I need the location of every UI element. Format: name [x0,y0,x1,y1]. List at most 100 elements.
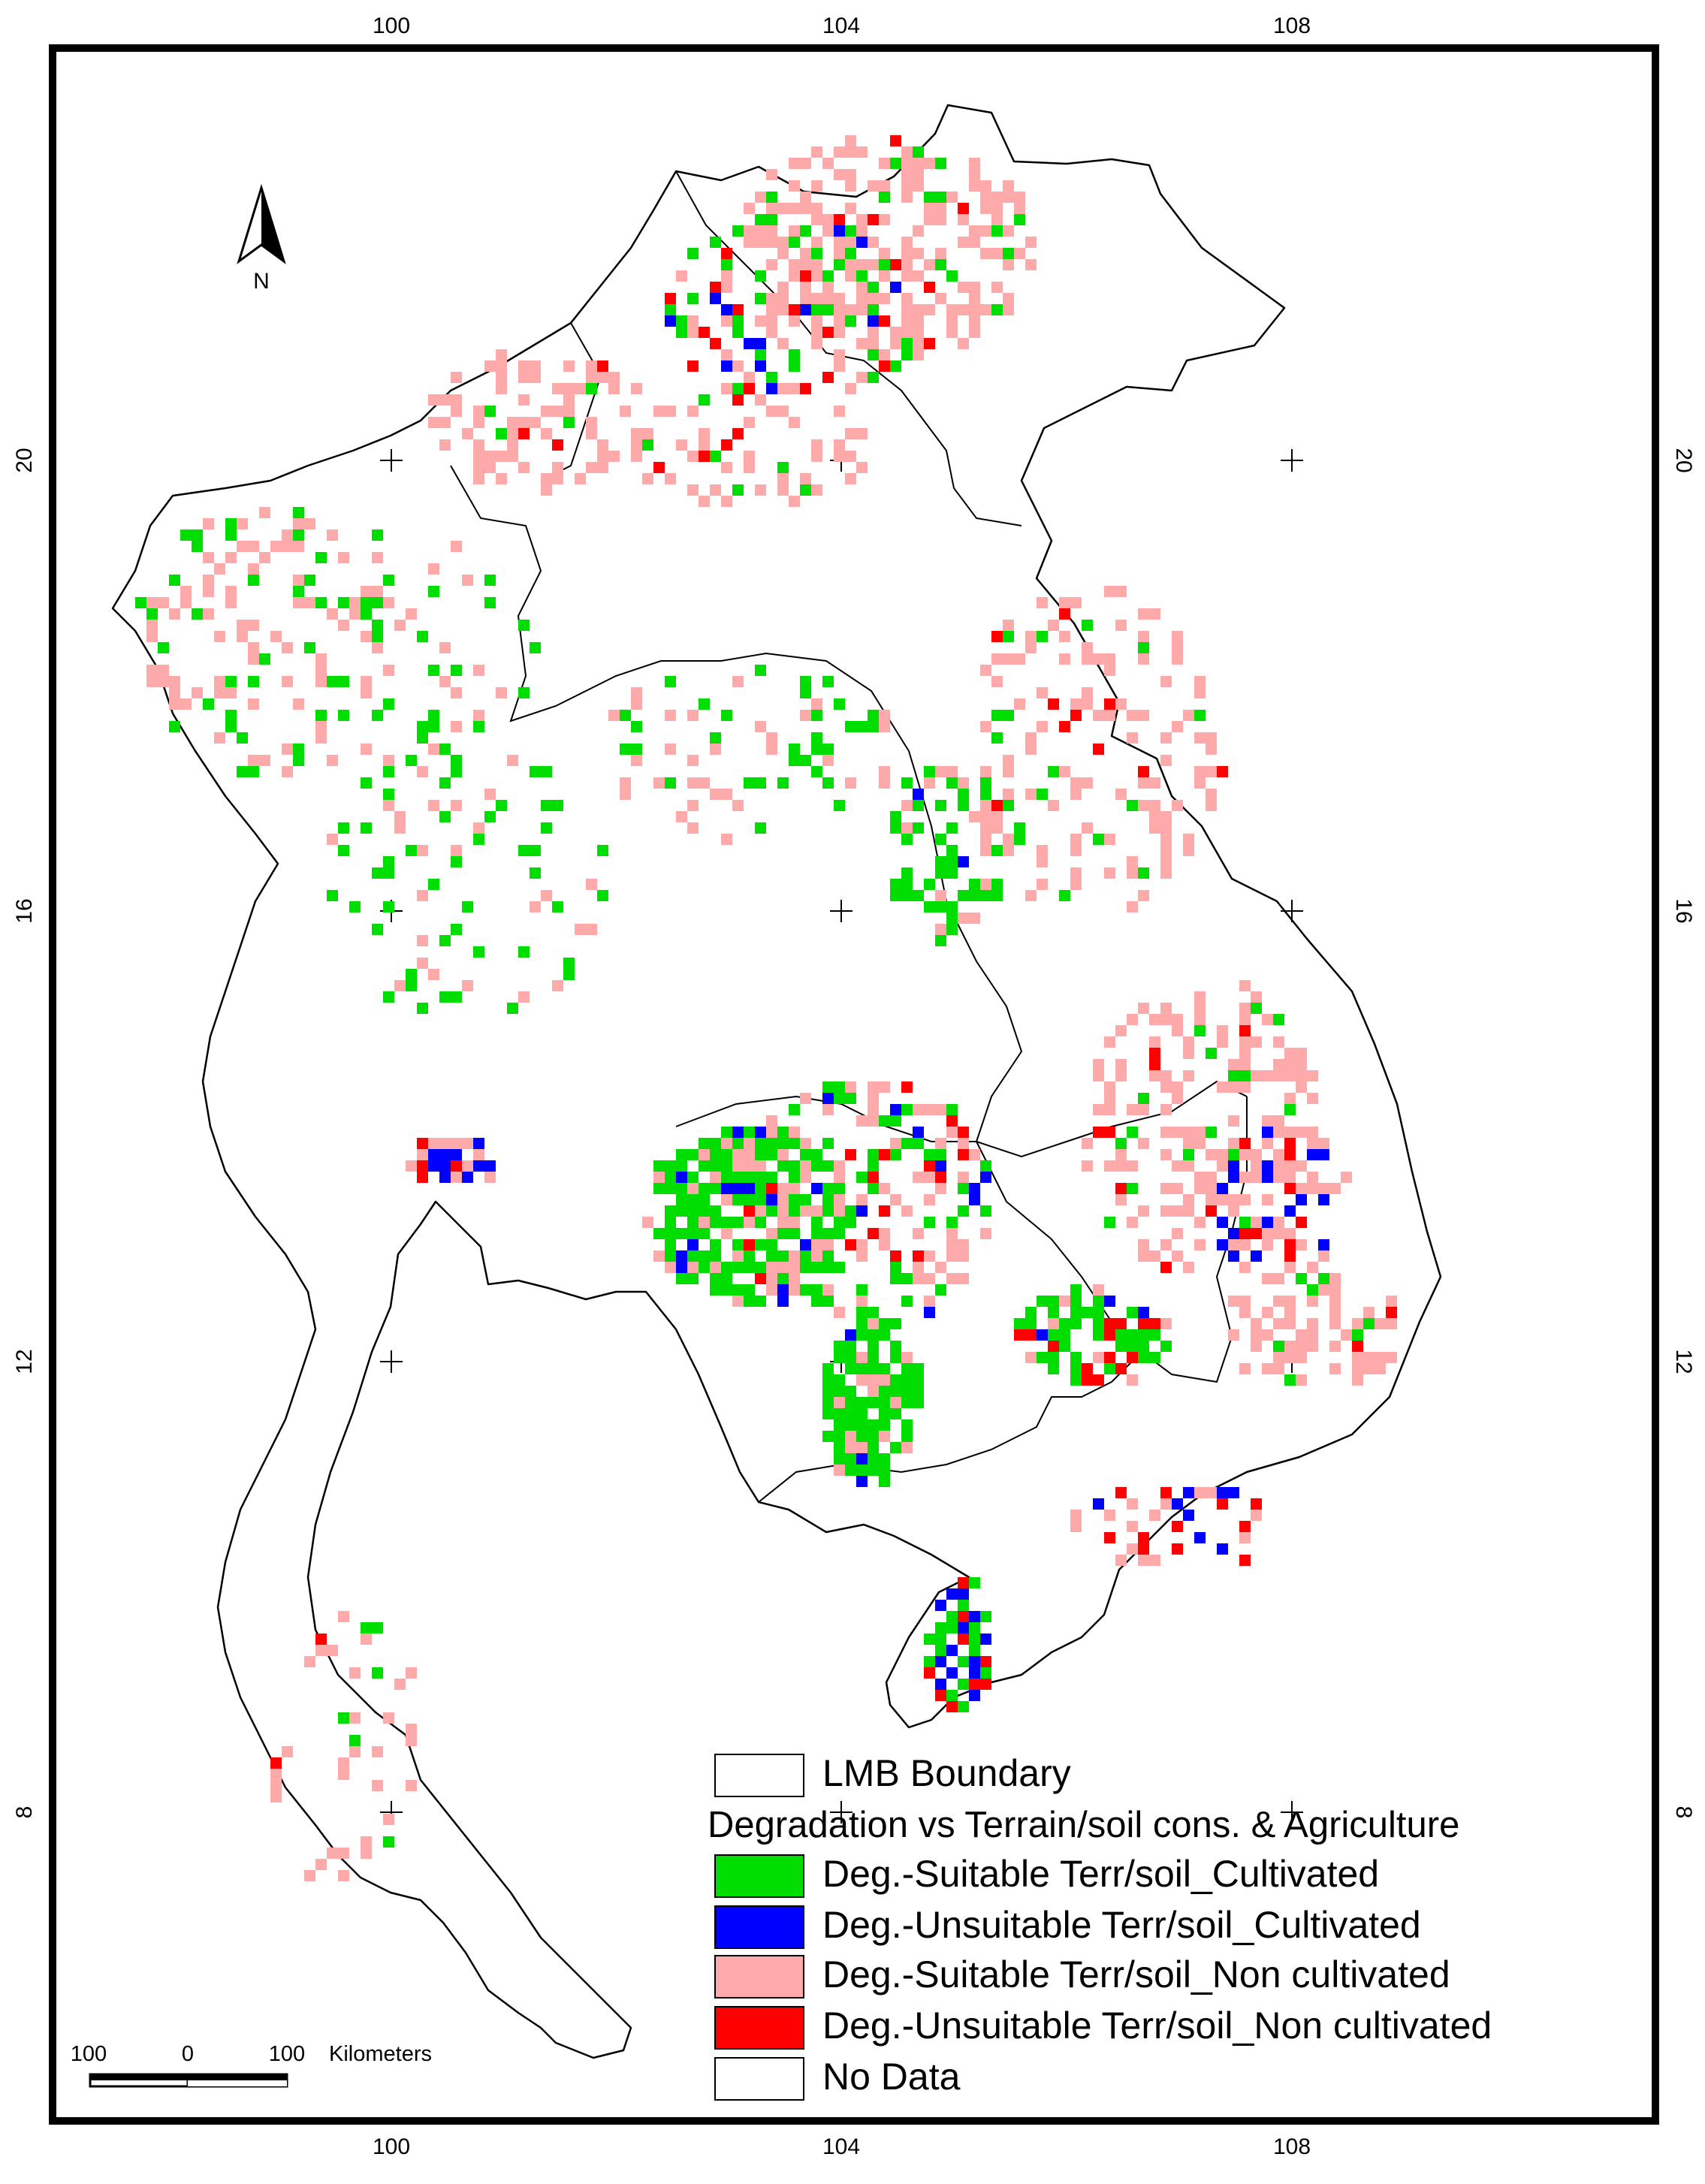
map-cell [1251,1498,1262,1510]
map-cell [1194,1172,1206,1183]
map-cell [946,1127,958,1138]
map-cell [1375,1318,1386,1329]
map-cell [856,1419,868,1431]
map-cell [1296,1183,1307,1194]
map-cell [924,203,935,214]
map-cell [1239,980,1251,991]
map-cell [1127,856,1138,867]
map-cell [811,744,822,755]
map-cell [293,586,304,597]
map-cell [913,270,924,282]
map-cell [1307,1172,1318,1183]
map-cell [1363,1352,1375,1363]
map-cell [1262,1329,1273,1341]
map-cell [665,315,676,327]
map-cell [1025,631,1037,642]
map-cell [1149,1510,1160,1521]
map-cell [1093,744,1104,755]
map-cell [1217,1194,1228,1205]
map-cell [744,1127,755,1138]
map-cell [248,642,259,653]
map-cell [1307,1138,1318,1149]
map-cell [822,1228,834,1239]
map-cell [755,1205,766,1217]
map-cell [789,1183,800,1194]
map-cell [935,1645,946,1656]
map-cell [856,1205,868,1217]
map-cell [1239,1070,1251,1081]
map-cell [1014,834,1025,845]
map-cell [541,890,552,901]
map-cell [1239,1194,1251,1205]
map-cell [338,822,349,834]
map-cell [676,1262,687,1273]
map-cell [1194,1532,1206,1543]
map-cell [1138,710,1149,721]
map-cell [856,225,868,237]
map-cell [766,1127,777,1138]
map-cell [913,789,924,800]
map-cell [1093,1318,1104,1329]
map-cell [777,406,789,417]
map-cell [856,1239,868,1250]
legend: LMB Boundary Degradation vs Terrain/soil… [708,1752,1492,2101]
map-cell [901,1386,913,1397]
map-cell [834,237,845,248]
map-cell [732,676,744,687]
map-cell [451,924,462,935]
map-cell [958,1600,969,1611]
map-cell [969,1679,980,1690]
map-cell [642,473,653,484]
map-cell [642,1217,653,1228]
map-cell [856,1318,868,1329]
map-cell [1194,1183,1206,1194]
map-cell [1104,1532,1115,1543]
map-cell [856,1284,868,1296]
legend-item-label: Deg.-Suitable Terr/soil_Non cultivated [822,1953,1450,1995]
map-cell [192,687,203,698]
map-cell [845,1149,856,1160]
map-cell [890,1273,901,1284]
map-cell [665,744,676,755]
map-cell [822,1093,834,1104]
map-cell [868,372,879,383]
map-cell [1206,732,1217,744]
map-cell [687,1273,699,1284]
map-cell [710,1284,721,1296]
map-cell [439,642,451,653]
map-cell [789,744,800,755]
map-cell [822,1183,834,1194]
map-cell [732,1149,744,1160]
map-cell [293,529,304,541]
map-cell [755,1194,766,1205]
map-cell [631,721,642,732]
map-cell [901,1081,913,1093]
map-cell [856,1442,868,1453]
map-cell [958,1127,969,1138]
map-cell [417,1138,428,1149]
map-cell [822,1363,834,1374]
map-cell [372,642,383,653]
map-cell [901,822,913,834]
map-cell [1127,1521,1138,1532]
map-cell [924,777,935,789]
map-cell [766,383,777,394]
map-cell [1138,800,1149,811]
map-cell [879,1374,890,1386]
map-cell [868,1160,879,1172]
map-cell [879,777,890,789]
map-cell [890,1194,901,1205]
map-cell [755,1273,766,1284]
map-cell [473,406,484,417]
map-cell [879,1228,890,1239]
map-cell [868,1352,879,1363]
map-cell [158,665,169,676]
map-cell [1149,1036,1160,1048]
map-cell [428,1160,439,1172]
map-cell [1115,1025,1127,1036]
map-cell [879,259,890,270]
map-cell [777,304,789,315]
map-cell [868,282,879,293]
map-cell [1138,642,1149,653]
map-cell [744,203,755,214]
